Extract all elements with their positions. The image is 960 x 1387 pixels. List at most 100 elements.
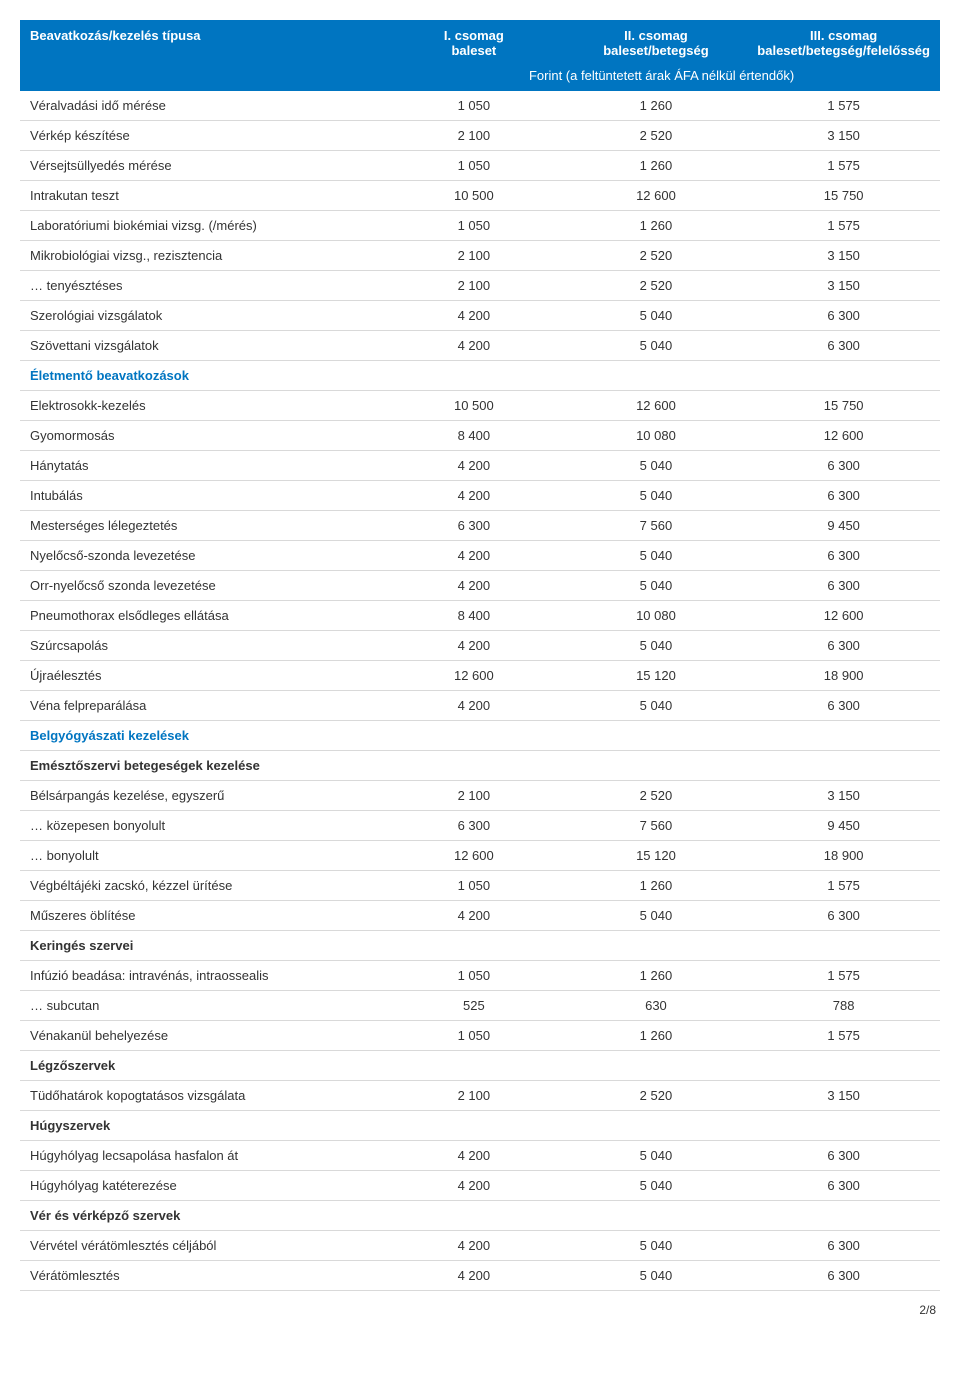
- table-body: Véralvadási idő mérése1 0501 2601 575Vér…: [20, 91, 940, 1291]
- row-label: … tenyésztéses: [20, 271, 383, 301]
- row-value: 6 300: [383, 811, 564, 841]
- table-row: Szerológiai vizsgálatok4 2005 0406 300: [20, 301, 940, 331]
- row-value: 15 120: [565, 661, 748, 691]
- row-label: Húgyhólyag lecsapolása hasfalon át: [20, 1141, 383, 1171]
- table-row: Szövettani vizsgálatok4 2005 0406 300: [20, 331, 940, 361]
- row-value: 5 040: [565, 1141, 748, 1171]
- table-row: Vérsejtsüllyedés mérése1 0501 2601 575: [20, 151, 940, 181]
- row-value: 5 040: [565, 1231, 748, 1261]
- row-value: 1 050: [383, 151, 564, 181]
- table-row: Végbéltájéki zacskó, kézzel ürítése1 050…: [20, 871, 940, 901]
- row-label: Húgyhólyag katéterezése: [20, 1171, 383, 1201]
- row-value: 788: [747, 991, 940, 1021]
- header-col3-line1: III. csomag: [757, 28, 930, 43]
- row-value: 15 120: [565, 841, 748, 871]
- table-row: Mikrobiológiai vizsg., rezisztencia2 100…: [20, 241, 940, 271]
- row-value: 1 050: [383, 961, 564, 991]
- table-row: Belgyógyászati kezelések: [20, 721, 940, 751]
- row-value: 5 040: [565, 331, 748, 361]
- table-row: Hánytatás4 2005 0406 300: [20, 451, 940, 481]
- table-row: Húgyhólyag lecsapolása hasfalon át4 2005…: [20, 1141, 940, 1171]
- row-value: 8 400: [383, 421, 564, 451]
- row-value: 6 300: [747, 631, 940, 661]
- table-row: Újraélesztés12 60015 12018 900: [20, 661, 940, 691]
- section-label: Belgyógyászati kezelések: [20, 721, 940, 751]
- row-value: 1 575: [747, 871, 940, 901]
- table-row: Légzőszervek: [20, 1051, 940, 1081]
- row-label: Véralvadási idő mérése: [20, 91, 383, 121]
- row-value: 1 575: [747, 961, 940, 991]
- row-value: 3 150: [747, 241, 940, 271]
- table-row: Szúrcsapolás4 2005 0406 300: [20, 631, 940, 661]
- row-value: 525: [383, 991, 564, 1021]
- row-label: Vérátömlesztés: [20, 1261, 383, 1291]
- row-value: 4 200: [383, 541, 564, 571]
- row-value: 6 300: [747, 1141, 940, 1171]
- row-label: Vérvétel vérátömlesztés céljából: [20, 1231, 383, 1261]
- header-col1-line1: I. csomag: [393, 28, 554, 43]
- row-value: 4 200: [383, 331, 564, 361]
- row-value: 5 040: [565, 901, 748, 931]
- table-row: Véna felpreparálása4 2005 0406 300: [20, 691, 940, 721]
- table-row: Gyomormosás8 40010 08012 600: [20, 421, 940, 451]
- row-label: Mikrobiológiai vizsg., rezisztencia: [20, 241, 383, 271]
- row-value: 4 200: [383, 1261, 564, 1291]
- table-row: Mesterséges lélegeztetés6 3007 5609 450: [20, 511, 940, 541]
- row-value: 1 260: [565, 91, 748, 121]
- header-col-label: Beavatkozás/kezelés típusa: [20, 20, 383, 91]
- row-value: 2 520: [565, 1081, 748, 1111]
- row-value: 1 260: [565, 871, 748, 901]
- table-row: Laboratóriumi biokémiai vizsg. (/mérés)1…: [20, 211, 940, 241]
- row-value: 2 100: [383, 241, 564, 271]
- header-col3: III. csomag baleset/betegség/felelősség: [747, 20, 940, 62]
- row-value: 9 450: [747, 511, 940, 541]
- row-value: 6 300: [747, 481, 940, 511]
- row-label: Intubálás: [20, 481, 383, 511]
- row-value: 12 600: [383, 661, 564, 691]
- row-value: 4 200: [383, 901, 564, 931]
- row-label: Vénakanül behelyezése: [20, 1021, 383, 1051]
- table-row: … bonyolult12 60015 12018 900: [20, 841, 940, 871]
- row-value: 12 600: [383, 841, 564, 871]
- table-row: Véralvadási idő mérése1 0501 2601 575: [20, 91, 940, 121]
- row-value: 6 300: [747, 1231, 940, 1261]
- row-label: Pneumothorax elsődleges ellátása: [20, 601, 383, 631]
- table-row: Infúzió beadása: intravénás, intraosseal…: [20, 961, 940, 991]
- row-value: 15 750: [747, 181, 940, 211]
- row-value: 5 040: [565, 301, 748, 331]
- row-label: Szúrcsapolás: [20, 631, 383, 661]
- header-col2-line1: II. csomag: [575, 28, 738, 43]
- row-value: 12 600: [747, 421, 940, 451]
- row-value: 10 080: [565, 601, 748, 631]
- row-value: 9 450: [747, 811, 940, 841]
- row-value: 2 100: [383, 1081, 564, 1111]
- row-label: Orr-nyelőcső szonda levezetése: [20, 571, 383, 601]
- row-label: Elektrosokk-kezelés: [20, 391, 383, 421]
- row-value: 12 600: [747, 601, 940, 631]
- table-row: Nyelőcső-szonda levezetése4 2005 0406 30…: [20, 541, 940, 571]
- table-row: Intubálás4 2005 0406 300: [20, 481, 940, 511]
- row-value: 3 150: [747, 271, 940, 301]
- header-note: Forint (a feltüntetett árak ÁFA nélkül é…: [383, 62, 940, 91]
- row-label: Nyelőcső-szonda levezetése: [20, 541, 383, 571]
- subsection-label: Húgyszervek: [20, 1111, 940, 1141]
- row-value: 5 040: [565, 541, 748, 571]
- row-value: 1 260: [565, 211, 748, 241]
- row-label: Gyomormosás: [20, 421, 383, 451]
- row-value: 6 300: [747, 691, 940, 721]
- row-label: Műszeres öblítése: [20, 901, 383, 931]
- subsection-label: Emésztőszervi betegeségek kezelése: [20, 751, 940, 781]
- row-value: 12 600: [565, 181, 748, 211]
- header-col3-line2: baleset/betegség/felelősség: [757, 43, 930, 58]
- header-col1-line2: baleset: [393, 43, 554, 58]
- row-label: Vérkép készítése: [20, 121, 383, 151]
- row-value: 2 100: [383, 271, 564, 301]
- row-value: 18 900: [747, 661, 940, 691]
- row-value: 5 040: [565, 691, 748, 721]
- row-value: 5 040: [565, 571, 748, 601]
- row-value: 5 040: [565, 481, 748, 511]
- subsection-label: Keringés szervei: [20, 931, 940, 961]
- table-row: Keringés szervei: [20, 931, 940, 961]
- row-value: 2 520: [565, 781, 748, 811]
- pricing-table: Beavatkozás/kezelés típusa I. csomag bal…: [20, 20, 940, 1291]
